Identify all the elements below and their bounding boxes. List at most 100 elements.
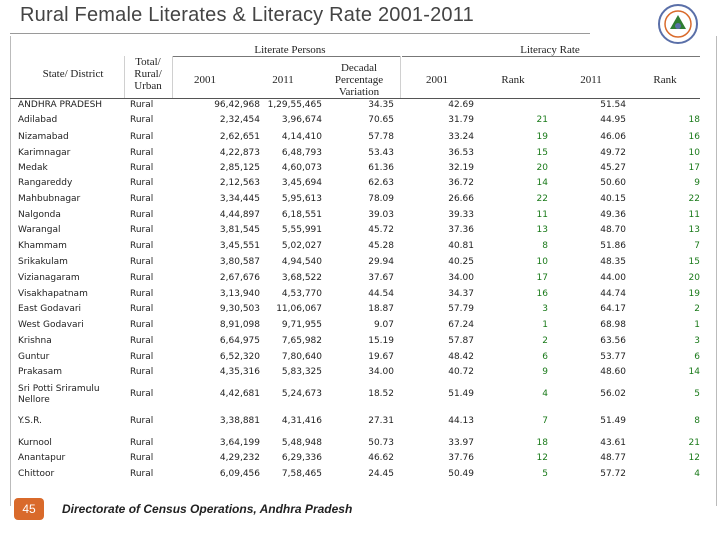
literacy-rate-2011: 40.15	[600, 194, 626, 204]
literacy-rate-2001: 32.19	[448, 163, 474, 173]
district-name: Khammam	[18, 241, 67, 251]
literacy-rate-2001: 39.33	[448, 210, 474, 220]
literate-2001: 4,29,232	[219, 453, 260, 463]
district-name: East Godavari	[18, 304, 82, 314]
district-name: Visakhapatnam	[18, 289, 88, 299]
literate-2011: 6,29,336	[281, 453, 322, 463]
area-type: Rural	[130, 416, 154, 426]
decadal-variation: 34.00	[368, 367, 394, 377]
rank-2001: 19	[536, 132, 548, 142]
area-type: Rural	[130, 336, 154, 346]
rank-2011: 16	[688, 132, 700, 142]
rank-2001: 8	[542, 241, 548, 251]
literacy-rate-2001: 57.87	[448, 336, 474, 346]
header-rate-2011: 2011	[580, 74, 602, 86]
district-name: Mahbubnagar	[18, 194, 81, 204]
district-name: Anantapur	[18, 453, 66, 463]
literate-2011: 4,14,410	[281, 132, 322, 142]
rank-2001: 21	[536, 115, 548, 125]
rank-2001: 18	[536, 438, 548, 448]
rank-2011: 6	[694, 352, 700, 362]
literate-2001: 4,44,897	[219, 210, 260, 220]
rank-2011: 12	[688, 453, 700, 463]
literacy-rate-2011: 45.27	[600, 163, 626, 173]
decadal-variation: 19.67	[368, 352, 394, 362]
literate-2001: 2,67,676	[219, 273, 260, 283]
literacy-rate-rule	[402, 56, 700, 57]
literacy-rate-2011: 51.86	[600, 241, 626, 251]
rank-2011: 20	[688, 273, 700, 283]
literate-2001: 3,81,545	[219, 225, 260, 235]
rank-2011: 7	[694, 241, 700, 251]
area-type: Rural	[130, 320, 154, 330]
literate-2001: 9,30,503	[219, 304, 260, 314]
area-type: Rural	[130, 225, 154, 235]
literate-2001: 4,42,681	[219, 389, 260, 399]
literacy-rate-2011: 44.95	[600, 115, 626, 125]
literate-2001: 6,09,456	[219, 469, 260, 479]
rank-2011: 15	[688, 257, 700, 267]
page-number-badge: 45	[14, 498, 44, 520]
district-name: Krishna	[18, 336, 52, 346]
district-name: ANDHRA PRADESH	[18, 100, 103, 110]
area-type: Rural	[130, 132, 154, 142]
literacy-rate-2011: 49.36	[600, 210, 626, 220]
decadal-variation: 24.45	[368, 469, 394, 479]
literacy-rate-2011: 44.00	[600, 273, 626, 283]
literate-2001: 4,35,316	[219, 367, 260, 377]
area-type: Rural	[130, 210, 154, 220]
rank-2001: 15	[536, 148, 548, 158]
literacy-rate-2011: 46.06	[600, 132, 626, 142]
literacy-rate-2001: 34.00	[448, 273, 474, 283]
literacy-rate-2001: 57.79	[448, 304, 474, 314]
rank-2001: 22	[536, 194, 548, 204]
rank-2011: 19	[688, 289, 700, 299]
area-type: Rural	[130, 163, 154, 173]
literacy-rate-2001: 36.53	[448, 148, 474, 158]
decadal-variation: 44.54	[368, 289, 394, 299]
district-name: Adilabad	[18, 115, 58, 125]
literate-2011: 3,96,674	[281, 115, 322, 125]
literacy-rate-2011: 51.54	[600, 100, 626, 110]
district-name: Srikakulam	[18, 257, 68, 267]
literate-2001: 2,32,454	[219, 115, 260, 125]
header-literacy-rate: Literacy Rate	[520, 44, 580, 56]
area-type: Rural	[130, 194, 154, 204]
area-type: Rural	[130, 389, 154, 399]
literate-2011: 6,18,551	[281, 210, 322, 220]
literate-2011: 5,24,673	[281, 389, 322, 399]
header-persons-2011: 2011	[272, 74, 294, 86]
literacy-rate-2011: 48.60	[600, 367, 626, 377]
literate-2001: 6,52,320	[219, 352, 260, 362]
rank-2001: 20	[536, 163, 548, 173]
decadal-variation: 70.65	[368, 115, 394, 125]
area-type: Rural	[130, 453, 154, 463]
district-name: Karimnagar	[18, 148, 71, 158]
literacy-rate-2001: 51.49	[448, 389, 474, 399]
rank-2001: 10	[536, 257, 548, 267]
district-name: Kurnool	[18, 438, 52, 448]
literacy-rate-2011: 53.77	[600, 352, 626, 362]
area-type: Rural	[130, 273, 154, 283]
rank-2011: 17	[688, 163, 700, 173]
decadal-variation: 50.73	[368, 438, 394, 448]
area-type: Rural	[130, 438, 154, 448]
area-type: Rural	[130, 367, 154, 377]
literate-persons-rule	[172, 56, 400, 57]
decadal-variation: 18.52	[368, 389, 394, 399]
table-left-border	[10, 36, 11, 506]
literacy-rate-2001: 34.37	[448, 289, 474, 299]
literate-2001: 3,80,587	[219, 257, 260, 267]
title-divider	[10, 33, 590, 34]
slide-title: Rural Female Literates & Literacy Rate 2…	[20, 4, 474, 26]
rank-2001: 6	[542, 352, 548, 362]
literacy-rate-2001: 26.66	[448, 194, 474, 204]
literacy-rate-2011: 48.35	[600, 257, 626, 267]
literacy-rate-2001: 40.25	[448, 257, 474, 267]
area-type: Rural	[130, 148, 154, 158]
literate-2001: 2,85,125	[219, 163, 260, 173]
header-grid-line	[400, 56, 401, 98]
literacy-rate-2011: 49.72	[600, 148, 626, 158]
district-name: Prakasam	[18, 367, 63, 377]
literate-2011: 5,55,991	[281, 225, 322, 235]
